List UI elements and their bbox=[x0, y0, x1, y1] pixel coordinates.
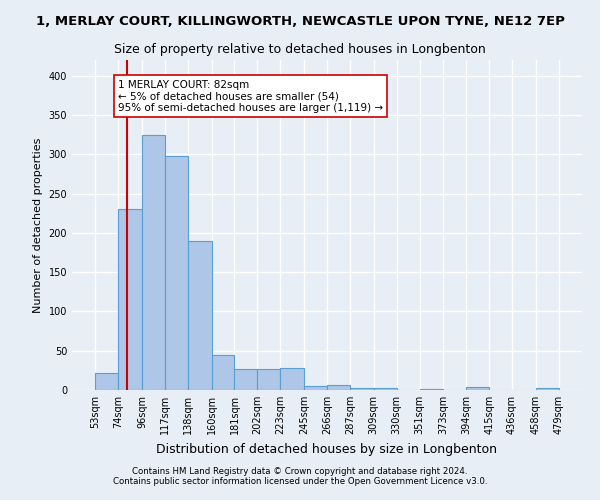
Bar bbox=[118, 210, 142, 390]
Bar bbox=[536, 388, 559, 390]
Bar bbox=[374, 388, 397, 390]
Text: Size of property relative to detached houses in Longbenton: Size of property relative to detached ho… bbox=[114, 42, 486, 56]
Text: 1 MERLAY COURT: 82sqm
← 5% of detached houses are smaller (54)
95% of semi-detac: 1 MERLAY COURT: 82sqm ← 5% of detached h… bbox=[118, 80, 383, 113]
Bar bbox=[235, 369, 257, 390]
Bar bbox=[257, 369, 280, 390]
Bar bbox=[466, 387, 489, 390]
Text: Contains HM Land Registry data © Crown copyright and database right 2024.: Contains HM Land Registry data © Crown c… bbox=[132, 467, 468, 476]
Y-axis label: Number of detached properties: Number of detached properties bbox=[33, 138, 43, 312]
Bar bbox=[95, 372, 118, 390]
Bar bbox=[350, 388, 374, 390]
Bar bbox=[212, 354, 235, 390]
X-axis label: Distribution of detached houses by size in Longbenton: Distribution of detached houses by size … bbox=[157, 442, 497, 456]
Bar bbox=[165, 156, 188, 390]
Bar bbox=[280, 368, 304, 390]
Text: 1, MERLAY COURT, KILLINGWORTH, NEWCASTLE UPON TYNE, NE12 7EP: 1, MERLAY COURT, KILLINGWORTH, NEWCASTLE… bbox=[35, 15, 565, 28]
Text: Contains public sector information licensed under the Open Government Licence v3: Contains public sector information licen… bbox=[113, 477, 487, 486]
Bar bbox=[419, 389, 443, 390]
Bar bbox=[327, 386, 350, 390]
Bar bbox=[304, 386, 327, 390]
Bar bbox=[188, 240, 212, 390]
Bar bbox=[142, 134, 165, 390]
